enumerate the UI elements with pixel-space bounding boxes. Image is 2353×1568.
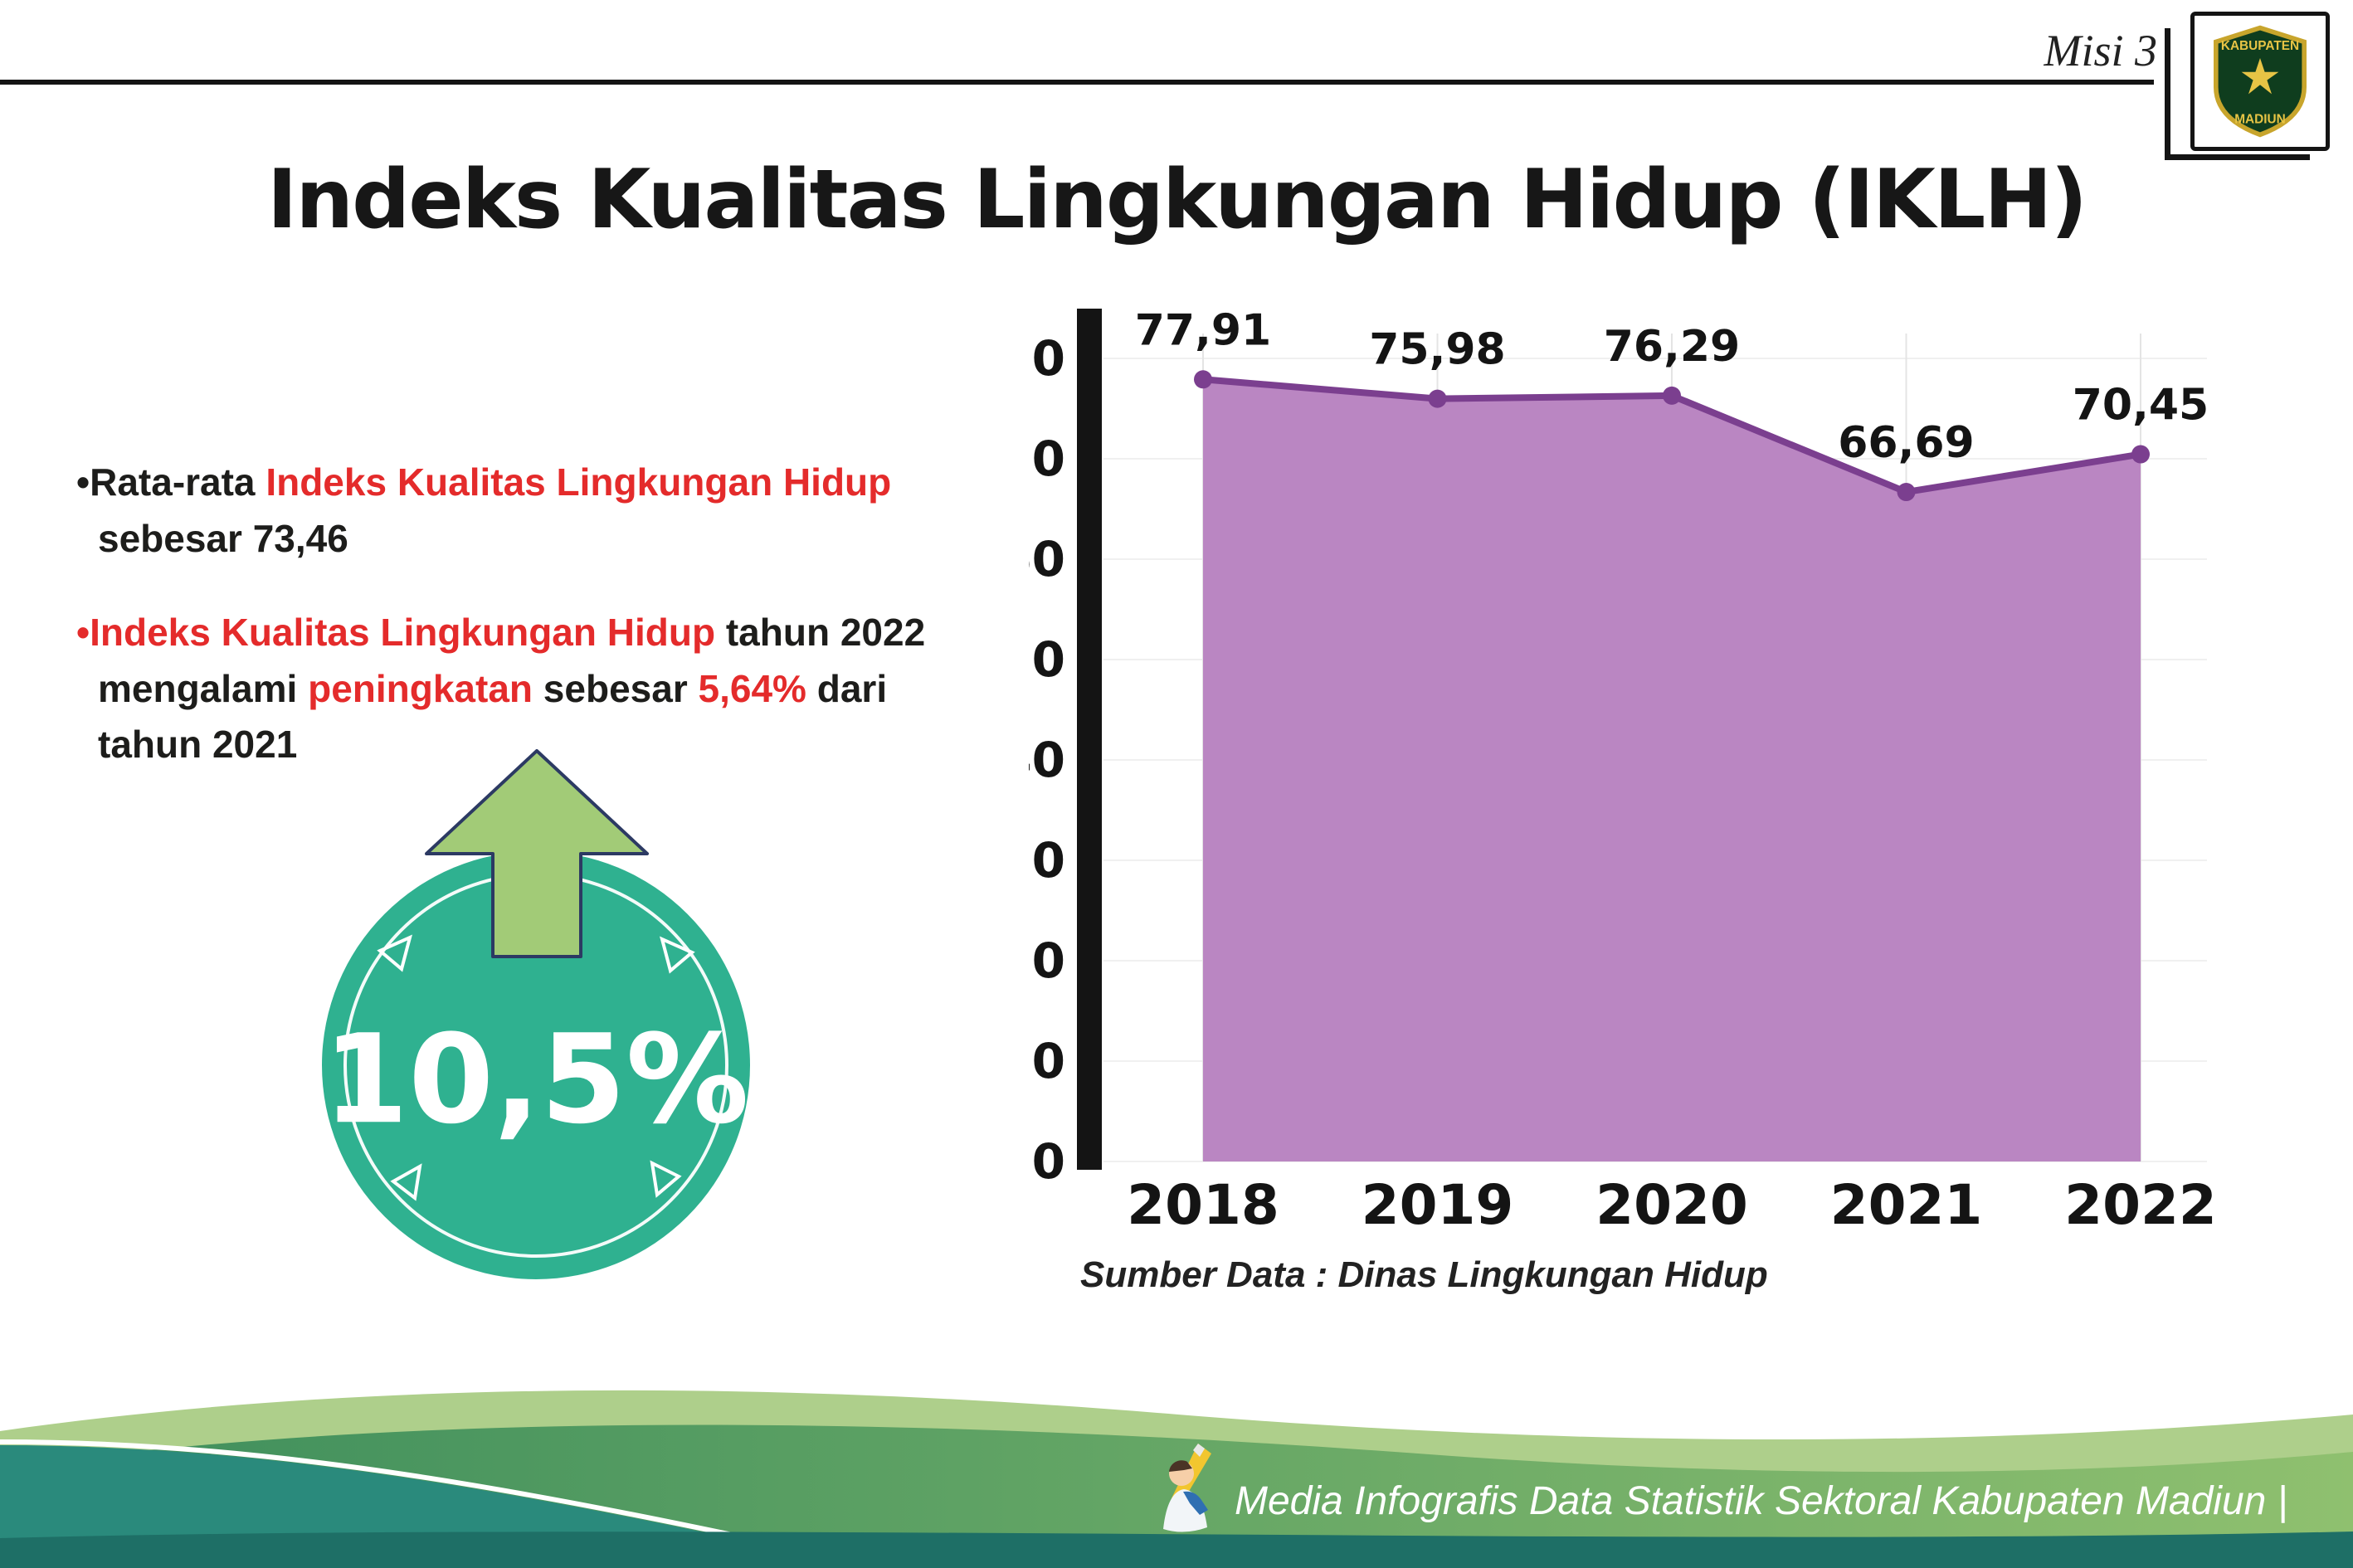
bullet-text-segment: Indeks Kualitas Lingkungan Hidup xyxy=(90,611,716,655)
logo-corner-bracket xyxy=(2165,28,2310,160)
footer-caption: Media Infografis Data Statistik Sektoral… xyxy=(1235,1479,2288,1523)
misi-label: Misi 3 xyxy=(2044,26,2157,75)
bullet-text-segment: tahun 2022 mengalami xyxy=(98,611,926,710)
chart-canvas: 0 10 20 30 40 50 60 70 80 2018 2019 2020 2021 2022 77,… xyxy=(1029,305,2217,1237)
bullet-marker: • xyxy=(76,460,90,504)
bullet-text-segment: sebesar 73,46 xyxy=(98,516,348,560)
svg-text:2022: 2022 xyxy=(2064,1173,2217,1237)
bullet-text-segment: Indeks Kualitas Lingkungan Hidup xyxy=(266,460,892,504)
bullet-text-segment: peningkatan xyxy=(308,666,533,710)
bullet-marker: • xyxy=(76,611,90,655)
svg-text:30: 30 xyxy=(1029,832,1065,889)
svg-text:2018: 2018 xyxy=(1127,1173,1279,1237)
logo-top-text: KABUPATEN xyxy=(2221,39,2299,53)
svg-text:40: 40 xyxy=(1029,732,1065,788)
svg-text:77,91: 77,91 xyxy=(1135,305,1271,355)
svg-text:2019: 2019 xyxy=(1362,1173,1514,1237)
svg-text:0: 0 xyxy=(1032,1133,1065,1190)
shield-emblem-icon: KABUPATEN MADIUN xyxy=(2214,25,2307,138)
kabupaten-madiun-logo: KABUPATEN MADIUN xyxy=(2190,12,2330,151)
infographic-mascot-icon xyxy=(1163,1444,1211,1532)
bullet-average-iklh: •Rata-rata Indeks Kualitas Lingkungan Hi… xyxy=(76,455,977,567)
star-icon xyxy=(2241,58,2279,95)
bullet-text-segment: 5,64% xyxy=(698,666,806,710)
svg-text:75,98: 75,98 xyxy=(1369,325,1505,375)
svg-text:76,29: 76,29 xyxy=(1604,322,1740,372)
bullet-text-segment: sebesar xyxy=(533,666,699,710)
iklh-area-chart: 0 10 20 30 40 50 60 70 80 2018 2019 2020 2021 2022 77,… xyxy=(1029,299,2273,1352)
svg-text:2020: 2020 xyxy=(1595,1173,1748,1237)
svg-text:10: 10 xyxy=(1029,1033,1065,1089)
svg-text:20: 20 xyxy=(1029,933,1065,989)
svg-text:80: 80 xyxy=(1029,330,1065,387)
page-title: Indeks Kualitas Lingkungan Hidup (IKLH) xyxy=(266,152,2087,247)
summary-bullets: •Rata-rata Indeks Kualitas Lingkungan Hi… xyxy=(76,455,977,811)
svg-text:60: 60 xyxy=(1029,531,1065,587)
up-arrow-icon xyxy=(425,749,649,958)
logo-bottom-text: MADIUN xyxy=(2234,112,2286,126)
increase-badge: 10,5% xyxy=(322,851,750,1279)
chart-source: Sumber Data : Dinas Lingkungan Hidup xyxy=(1080,1254,1768,1295)
svg-text:2021: 2021 xyxy=(1830,1173,1983,1237)
svg-text:70,45: 70,45 xyxy=(2073,381,2209,431)
svg-text:50: 50 xyxy=(1029,631,1065,688)
svg-text:66,69: 66,69 xyxy=(1838,418,1974,468)
bullet-text-segment: dari tahun 2021 xyxy=(98,666,888,767)
increase-percentage: 10,5% xyxy=(323,1008,749,1152)
header-rule xyxy=(0,80,2154,85)
bullet-increase-2022: •Indeks Kualitas Lingkungan Hidup tahun … xyxy=(76,605,977,773)
bullet-text-segment: Rata-rata xyxy=(90,460,266,504)
svg-text:70: 70 xyxy=(1029,431,1065,487)
badge-triangle-decorations xyxy=(377,934,695,1201)
